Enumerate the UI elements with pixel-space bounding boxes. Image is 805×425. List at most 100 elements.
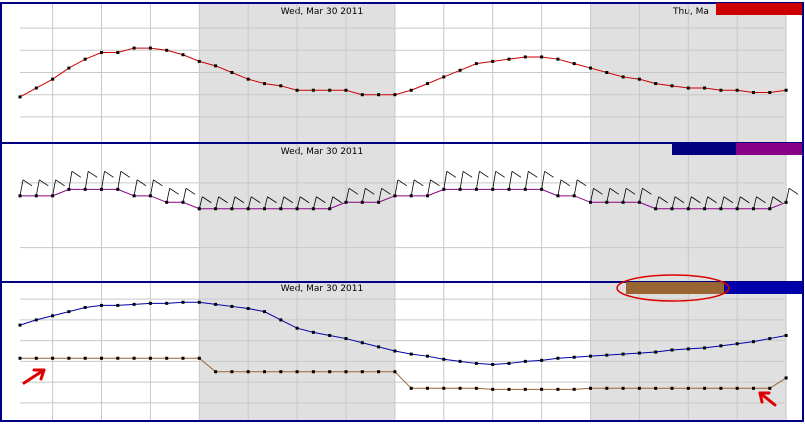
wind-date-label: Wed, Mar 30 2011 [281, 147, 363, 157]
temperature-point [197, 59, 201, 63]
temperature-point [360, 93, 364, 97]
pcpn-point [670, 386, 674, 390]
wind-point [507, 187, 511, 191]
wind-point [474, 187, 478, 191]
wind-point [768, 207, 772, 211]
gust-barb-flag [87, 171, 98, 178]
gust-barb-shaft [573, 179, 578, 196]
sky-cover-point [507, 361, 511, 365]
sky-cover-point [18, 323, 22, 327]
temperature-point [491, 59, 495, 63]
legend-wind-box [736, 143, 802, 155]
pcpn-point [654, 386, 658, 390]
gust-barb-flag [446, 171, 457, 178]
pcpn-point [263, 370, 266, 374]
gust-barb-shaft [671, 196, 676, 209]
sky-cover-panel: Wed, Mar 30 2011 [0, 274, 804, 422]
wind-point [360, 200, 364, 204]
gust-barb-shaft [541, 171, 545, 190]
temperature-point [132, 46, 136, 50]
pcpn-point [703, 386, 707, 390]
gust-barb-flag [560, 179, 571, 187]
sky-cover-point [344, 337, 348, 341]
sky-cover-point [752, 340, 755, 344]
pcpn-point [197, 356, 201, 360]
gust-barb-shaft [769, 196, 774, 209]
wind-panel: Wed, Mar 30 2011 [0, 142, 804, 283]
sky-cover-point [572, 355, 576, 359]
temperature-point [116, 51, 120, 55]
gust-barb-flag [136, 179, 147, 187]
pcpn-point [51, 356, 55, 360]
sky-cover-point [703, 346, 707, 350]
gust-barb-flag [22, 179, 33, 187]
pcpn-point [474, 386, 478, 390]
gust-barb-shaft [524, 171, 529, 190]
temperature-point [148, 46, 152, 50]
pcpn-point [328, 370, 332, 374]
wind-point [263, 207, 266, 211]
wind-point [409, 194, 413, 198]
gust-barb-flag [658, 196, 668, 204]
pcpn-point [540, 387, 544, 391]
sky-cover-point [540, 358, 544, 362]
wind-point [214, 207, 218, 211]
gust-barb-shaft [345, 188, 350, 203]
wind-point [784, 200, 788, 204]
temperature-point [377, 93, 381, 97]
gust-barb-flag [576, 179, 587, 187]
wind-point [719, 207, 723, 211]
gust-barb-shaft [443, 171, 448, 190]
wind-point [51, 194, 55, 198]
gust-barb-flag [642, 187, 652, 195]
pcpn-point [426, 386, 429, 390]
pcpn-point [230, 370, 234, 374]
sky-cover-line [19, 301, 787, 365]
temperature-line [19, 47, 787, 98]
gust-barb-shaft [378, 188, 382, 203]
temperature-point [621, 75, 625, 79]
gust-barb-shaft [557, 179, 562, 196]
temperature-point [670, 84, 674, 88]
temperature-point [507, 57, 511, 61]
sky-cover-point [491, 362, 495, 366]
sky-cover-point [263, 310, 266, 314]
gust-barb-shaft [215, 196, 219, 209]
wind-point [246, 207, 250, 211]
gust-barb-flag [397, 179, 408, 187]
wind-point [67, 187, 71, 191]
gust-barb-shaft [182, 188, 187, 203]
wind-point [605, 200, 609, 204]
wind-point [703, 207, 707, 211]
gust-barb-shaft [639, 188, 643, 203]
pcpn-point [344, 370, 348, 374]
gust-barb-flag [267, 196, 277, 204]
sky-cover-point [377, 345, 381, 349]
sky-cover-point [670, 348, 674, 352]
pcpn-point [100, 356, 103, 360]
gust-barb-shaft [68, 171, 73, 190]
sky-cover-point [311, 330, 315, 334]
gust-barb-flag [299, 196, 310, 204]
pcpn-point [556, 387, 560, 391]
wind-point [328, 207, 332, 211]
legend-pcpn-box [626, 282, 724, 294]
sky-cover-point [556, 356, 560, 360]
temperature-point [51, 77, 55, 81]
sky-cover-point [442, 357, 446, 361]
sky-cover-point [83, 305, 87, 309]
wind-point [686, 207, 690, 211]
wind-point [654, 207, 658, 211]
temperature-point [344, 88, 348, 92]
pcpn-point [768, 386, 772, 390]
pcpn-point [572, 387, 576, 391]
gust-barb-shaft [492, 171, 497, 190]
sky-cover-point [246, 307, 250, 311]
pcpn-point [523, 387, 527, 391]
pcpn-point [393, 370, 397, 374]
sky-date-label: Wed, Mar 30 2011 [281, 284, 363, 294]
gust-barb-shaft [655, 196, 660, 209]
wind-point [181, 200, 185, 204]
sky-cover-point [34, 318, 38, 322]
